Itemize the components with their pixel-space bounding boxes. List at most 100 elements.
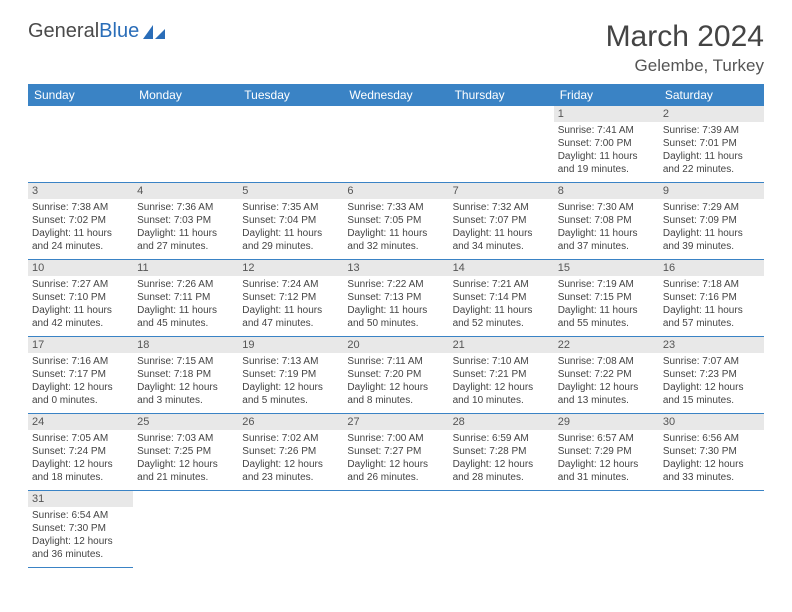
day-info-line: Daylight: 12 hours and 23 minutes.	[242, 458, 339, 484]
title-block: March 2024 Gelembe, Turkey	[606, 20, 764, 76]
day-info-line: Sunrise: 7:13 AM	[242, 355, 339, 368]
day-info-line: Sunrise: 7:27 AM	[32, 278, 129, 291]
calendar-day-cell	[659, 491, 764, 568]
calendar-day-cell	[343, 491, 448, 568]
calendar-table: SundayMondayTuesdayWednesdayThursdayFrid…	[28, 84, 764, 568]
day-content: Sunrise: 7:30 AMSunset: 7:08 PMDaylight:…	[556, 201, 657, 253]
day-info-line: Sunset: 7:08 PM	[558, 214, 655, 227]
day-info-line: Sunset: 7:22 PM	[558, 368, 655, 381]
day-content: Sunrise: 7:19 AMSunset: 7:15 PMDaylight:…	[556, 278, 657, 330]
calendar-day-cell: 14Sunrise: 7:21 AMSunset: 7:14 PMDayligh…	[449, 260, 554, 337]
day-info-line: Daylight: 12 hours and 31 minutes.	[558, 458, 655, 484]
day-content: Sunrise: 6:56 AMSunset: 7:30 PMDaylight:…	[661, 432, 762, 484]
day-info-line: Sunset: 7:30 PM	[32, 522, 129, 535]
day-info-line: Daylight: 12 hours and 26 minutes.	[347, 458, 444, 484]
day-number	[449, 106, 554, 122]
day-info-line: Sunset: 7:14 PM	[453, 291, 550, 304]
calendar-day-cell: 4Sunrise: 7:36 AMSunset: 7:03 PMDaylight…	[133, 183, 238, 260]
calendar-day-cell	[449, 106, 554, 183]
day-info-line: Sunrise: 7:29 AM	[663, 201, 760, 214]
day-number: 8	[554, 183, 659, 199]
day-info-line: Sunset: 7:03 PM	[137, 214, 234, 227]
day-content: Sunrise: 7:36 AMSunset: 7:03 PMDaylight:…	[135, 201, 236, 253]
logo-sail-icon	[141, 23, 167, 41]
day-info-line: Daylight: 11 hours and 57 minutes.	[663, 304, 760, 330]
day-info-line: Sunrise: 7:39 AM	[663, 124, 760, 137]
day-number	[133, 491, 238, 507]
day-info-line: Sunset: 7:18 PM	[137, 368, 234, 381]
day-info-line: Sunset: 7:25 PM	[137, 445, 234, 458]
day-number	[449, 491, 554, 507]
day-content: Sunrise: 7:33 AMSunset: 7:05 PMDaylight:…	[345, 201, 446, 253]
weekday-header: Sunday	[28, 84, 133, 106]
day-info-line: Sunset: 7:02 PM	[32, 214, 129, 227]
day-content: Sunrise: 7:16 AMSunset: 7:17 PMDaylight:…	[30, 355, 131, 407]
month-title: March 2024	[606, 20, 764, 54]
day-number: 26	[238, 414, 343, 430]
day-info-line: Daylight: 11 hours and 52 minutes.	[453, 304, 550, 330]
day-number: 29	[554, 414, 659, 430]
day-content: Sunrise: 7:18 AMSunset: 7:16 PMDaylight:…	[661, 278, 762, 330]
calendar-day-cell: 10Sunrise: 7:27 AMSunset: 7:10 PMDayligh…	[28, 260, 133, 337]
day-number: 19	[238, 337, 343, 353]
day-info-line: Sunrise: 7:41 AM	[558, 124, 655, 137]
day-number	[659, 491, 764, 507]
day-number: 5	[238, 183, 343, 199]
day-number: 22	[554, 337, 659, 353]
day-content: Sunrise: 7:10 AMSunset: 7:21 PMDaylight:…	[451, 355, 552, 407]
day-info-line: Sunrise: 6:56 AM	[663, 432, 760, 445]
day-content: Sunrise: 7:13 AMSunset: 7:19 PMDaylight:…	[240, 355, 341, 407]
day-info-line: Daylight: 12 hours and 33 minutes.	[663, 458, 760, 484]
day-number: 17	[28, 337, 133, 353]
calendar-day-cell	[238, 491, 343, 568]
day-info-line: Sunset: 7:19 PM	[242, 368, 339, 381]
day-number	[238, 491, 343, 507]
calendar-day-cell	[28, 106, 133, 183]
day-content: Sunrise: 6:54 AMSunset: 7:30 PMDaylight:…	[30, 509, 131, 561]
day-info-line: Daylight: 11 hours and 42 minutes.	[32, 304, 129, 330]
day-info-line: Sunrise: 7:32 AM	[453, 201, 550, 214]
day-content: Sunrise: 7:02 AMSunset: 7:26 PMDaylight:…	[240, 432, 341, 484]
day-number: 16	[659, 260, 764, 276]
day-content: Sunrise: 7:15 AMSunset: 7:18 PMDaylight:…	[135, 355, 236, 407]
day-info-line: Sunrise: 7:03 AM	[137, 432, 234, 445]
day-info-line: Sunrise: 7:07 AM	[663, 355, 760, 368]
day-info-line: Sunset: 7:28 PM	[453, 445, 550, 458]
day-content: Sunrise: 7:26 AMSunset: 7:11 PMDaylight:…	[135, 278, 236, 330]
day-info-line: Daylight: 11 hours and 45 minutes.	[137, 304, 234, 330]
day-content: Sunrise: 7:24 AMSunset: 7:12 PMDaylight:…	[240, 278, 341, 330]
header: GeneralBlue March 2024 Gelembe, Turkey	[28, 20, 764, 76]
day-number: 10	[28, 260, 133, 276]
day-info-line: Sunrise: 7:26 AM	[137, 278, 234, 291]
day-info-line: Daylight: 11 hours and 37 minutes.	[558, 227, 655, 253]
calendar-day-cell: 8 Sunrise: 7:30 AMSunset: 7:08 PMDaylight…	[554, 183, 659, 260]
day-number: 24	[28, 414, 133, 430]
day-number	[554, 491, 659, 507]
day-info-line: Daylight: 12 hours and 5 minutes.	[242, 381, 339, 407]
day-info-line: Sunrise: 7:08 AM	[558, 355, 655, 368]
day-content: Sunrise: 6:57 AMSunset: 7:29 PMDaylight:…	[556, 432, 657, 484]
day-info-line: Sunrise: 6:54 AM	[32, 509, 129, 522]
day-info-line: Sunrise: 7:18 AM	[663, 278, 760, 291]
calendar-day-cell: 1Sunrise: 7:41 AMSunset: 7:00 PMDaylight…	[554, 106, 659, 183]
calendar-day-cell	[554, 491, 659, 568]
calendar-day-cell: 7Sunrise: 7:32 AMSunset: 7:07 PMDaylight…	[449, 183, 554, 260]
calendar-day-cell	[238, 106, 343, 183]
calendar-day-cell: 13Sunrise: 7:22 AMSunset: 7:13 PMDayligh…	[343, 260, 448, 337]
day-content: Sunrise: 7:39 AMSunset: 7:01 PMDaylight:…	[661, 124, 762, 176]
day-info-line: Sunset: 7:24 PM	[32, 445, 129, 458]
day-info-line: Daylight: 12 hours and 10 minutes.	[453, 381, 550, 407]
calendar-week-row: 10Sunrise: 7:27 AMSunset: 7:10 PMDayligh…	[28, 260, 764, 337]
day-info-line: Sunset: 7:11 PM	[137, 291, 234, 304]
day-info-line: Sunrise: 7:21 AM	[453, 278, 550, 291]
day-number: 2	[659, 106, 764, 122]
day-number	[343, 106, 448, 122]
day-content: Sunrise: 6:59 AMSunset: 7:28 PMDaylight:…	[451, 432, 552, 484]
weekday-header: Wednesday	[343, 84, 448, 106]
day-info-line: Sunset: 7:15 PM	[558, 291, 655, 304]
day-info-line: Daylight: 12 hours and 13 minutes.	[558, 381, 655, 407]
day-info-line: Sunrise: 7:02 AM	[242, 432, 339, 445]
day-info-line: Sunset: 7:30 PM	[663, 445, 760, 458]
day-info-line: Sunrise: 7:38 AM	[32, 201, 129, 214]
day-content: Sunrise: 7:00 AMSunset: 7:27 PMDaylight:…	[345, 432, 446, 484]
